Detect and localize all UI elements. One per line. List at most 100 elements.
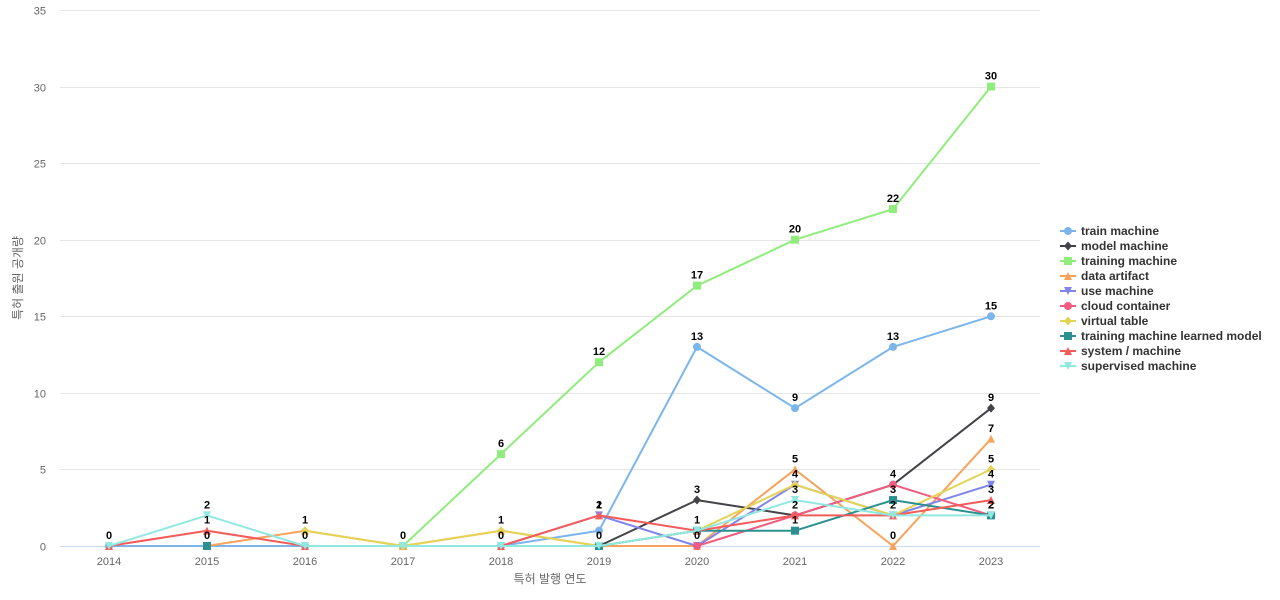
- grid-lines: [60, 10, 1040, 470]
- x-axis: 2014 2015 2016 2017 2018 2019 2020 2021 2022 2023: [60, 546, 1040, 568]
- legend-item-cloud-container: cloud container: [1060, 299, 1171, 313]
- data-point: [497, 450, 505, 459]
- data-label: 0: [400, 530, 406, 542]
- data-point: [791, 480, 799, 490]
- data-label: 1: [694, 515, 700, 527]
- legend-marker: [1064, 241, 1072, 251]
- legend-item-model-machine: model machine: [1060, 239, 1169, 253]
- y-tick-label: 25: [34, 159, 46, 171]
- data-label: 15: [985, 300, 997, 312]
- legend-label: supervised machine: [1081, 359, 1197, 373]
- data-label: 7: [988, 423, 994, 435]
- data-label: 2: [988, 499, 994, 511]
- data-point: [987, 82, 995, 91]
- data-point: [889, 205, 897, 214]
- data-label: 3: [890, 484, 896, 496]
- series-line: [500, 499, 992, 547]
- data-point: [595, 526, 603, 535]
- data-point: [889, 542, 897, 550]
- y-tick-label: 30: [34, 83, 46, 95]
- data-label: 2: [792, 499, 798, 511]
- y-tick-label: 15: [34, 312, 46, 324]
- legend-item-data-artifact: data artifact: [1060, 269, 1149, 283]
- data-point: [791, 465, 799, 474]
- y-tick-label: 0: [40, 542, 46, 554]
- data-point: [203, 526, 211, 535]
- data-label: 0: [302, 530, 308, 542]
- x-tick-label: 2020: [685, 556, 709, 568]
- legend-marker: [1064, 362, 1072, 370]
- data-point: [693, 526, 701, 535]
- legend-label: system / machine: [1081, 344, 1181, 358]
- legend-marker: [1064, 302, 1072, 310]
- data-label: 1: [792, 515, 798, 527]
- data-label: 9: [792, 392, 798, 404]
- legend-label: train machine: [1081, 224, 1159, 238]
- legend-marker: [1064, 227, 1072, 235]
- data-point: [987, 403, 995, 413]
- series-train-machine: [105, 312, 995, 550]
- legend-marker: [1064, 272, 1072, 280]
- series-line: [304, 468, 992, 547]
- legend-label: training machine: [1081, 254, 1177, 268]
- data-label: 1: [498, 515, 504, 527]
- data-point: [693, 495, 701, 505]
- legend-marker: [1064, 287, 1072, 295]
- legend-label: cloud container: [1081, 299, 1171, 313]
- data-label: 13: [691, 331, 703, 343]
- data-point: [889, 342, 897, 351]
- data-point: [105, 542, 113, 550]
- x-tick-label: 2016: [293, 556, 317, 568]
- legend-marker: [1064, 316, 1072, 326]
- legend-marker: [1064, 332, 1072, 340]
- legend-marker: [1064, 257, 1072, 265]
- legend-item-system-machine: system / machine: [1060, 344, 1181, 358]
- data-label: 0: [890, 530, 896, 542]
- data-label: 9: [988, 392, 994, 404]
- data-label: 5: [988, 453, 994, 465]
- x-tick-label: 2023: [979, 556, 1003, 568]
- data-label: 4: [988, 469, 995, 481]
- data-label: 13: [887, 331, 899, 343]
- data-label: 1: [596, 499, 602, 511]
- data-label: 2: [596, 499, 602, 511]
- x-tick-label: 2015: [195, 556, 219, 568]
- data-point: [301, 526, 309, 536]
- data-point: [889, 511, 897, 520]
- x-tick-label: 2017: [391, 556, 415, 568]
- legend-item-train-machine: train machine: [1060, 224, 1159, 238]
- y-tick-label: 10: [34, 389, 46, 401]
- data-point: [987, 312, 995, 321]
- data-point: [301, 542, 309, 550]
- data-point: [791, 496, 799, 505]
- x-tick-label: 2018: [489, 556, 513, 568]
- data-label: 5: [792, 453, 798, 465]
- legend-label: use machine: [1081, 284, 1154, 298]
- data-point: [987, 434, 995, 443]
- series-line: [108, 499, 992, 547]
- data-label: 0: [204, 530, 210, 542]
- data-label: 3: [694, 484, 700, 496]
- data-point: [595, 358, 603, 367]
- data-label: 6: [498, 438, 504, 450]
- data-label: 1: [204, 515, 210, 527]
- data-label: 4: [792, 469, 799, 481]
- data-point: [987, 480, 995, 489]
- data-point: [889, 480, 897, 489]
- y-axis: 0 5 10 15 20 25 30 35: [34, 6, 46, 554]
- legend-item-training-machine: training machine: [1060, 254, 1177, 268]
- data-label: 2: [890, 499, 896, 511]
- data-point: [595, 511, 603, 520]
- data-point: [497, 526, 505, 536]
- data-point: [595, 542, 603, 550]
- x-tick-label: 2019: [587, 556, 611, 568]
- data-label: 0: [694, 530, 700, 542]
- data-point: [693, 542, 701, 550]
- data-label: 20: [789, 224, 801, 236]
- legend-label: data artifact: [1081, 269, 1149, 283]
- data-point: [399, 542, 407, 550]
- data-label: 30: [985, 71, 997, 83]
